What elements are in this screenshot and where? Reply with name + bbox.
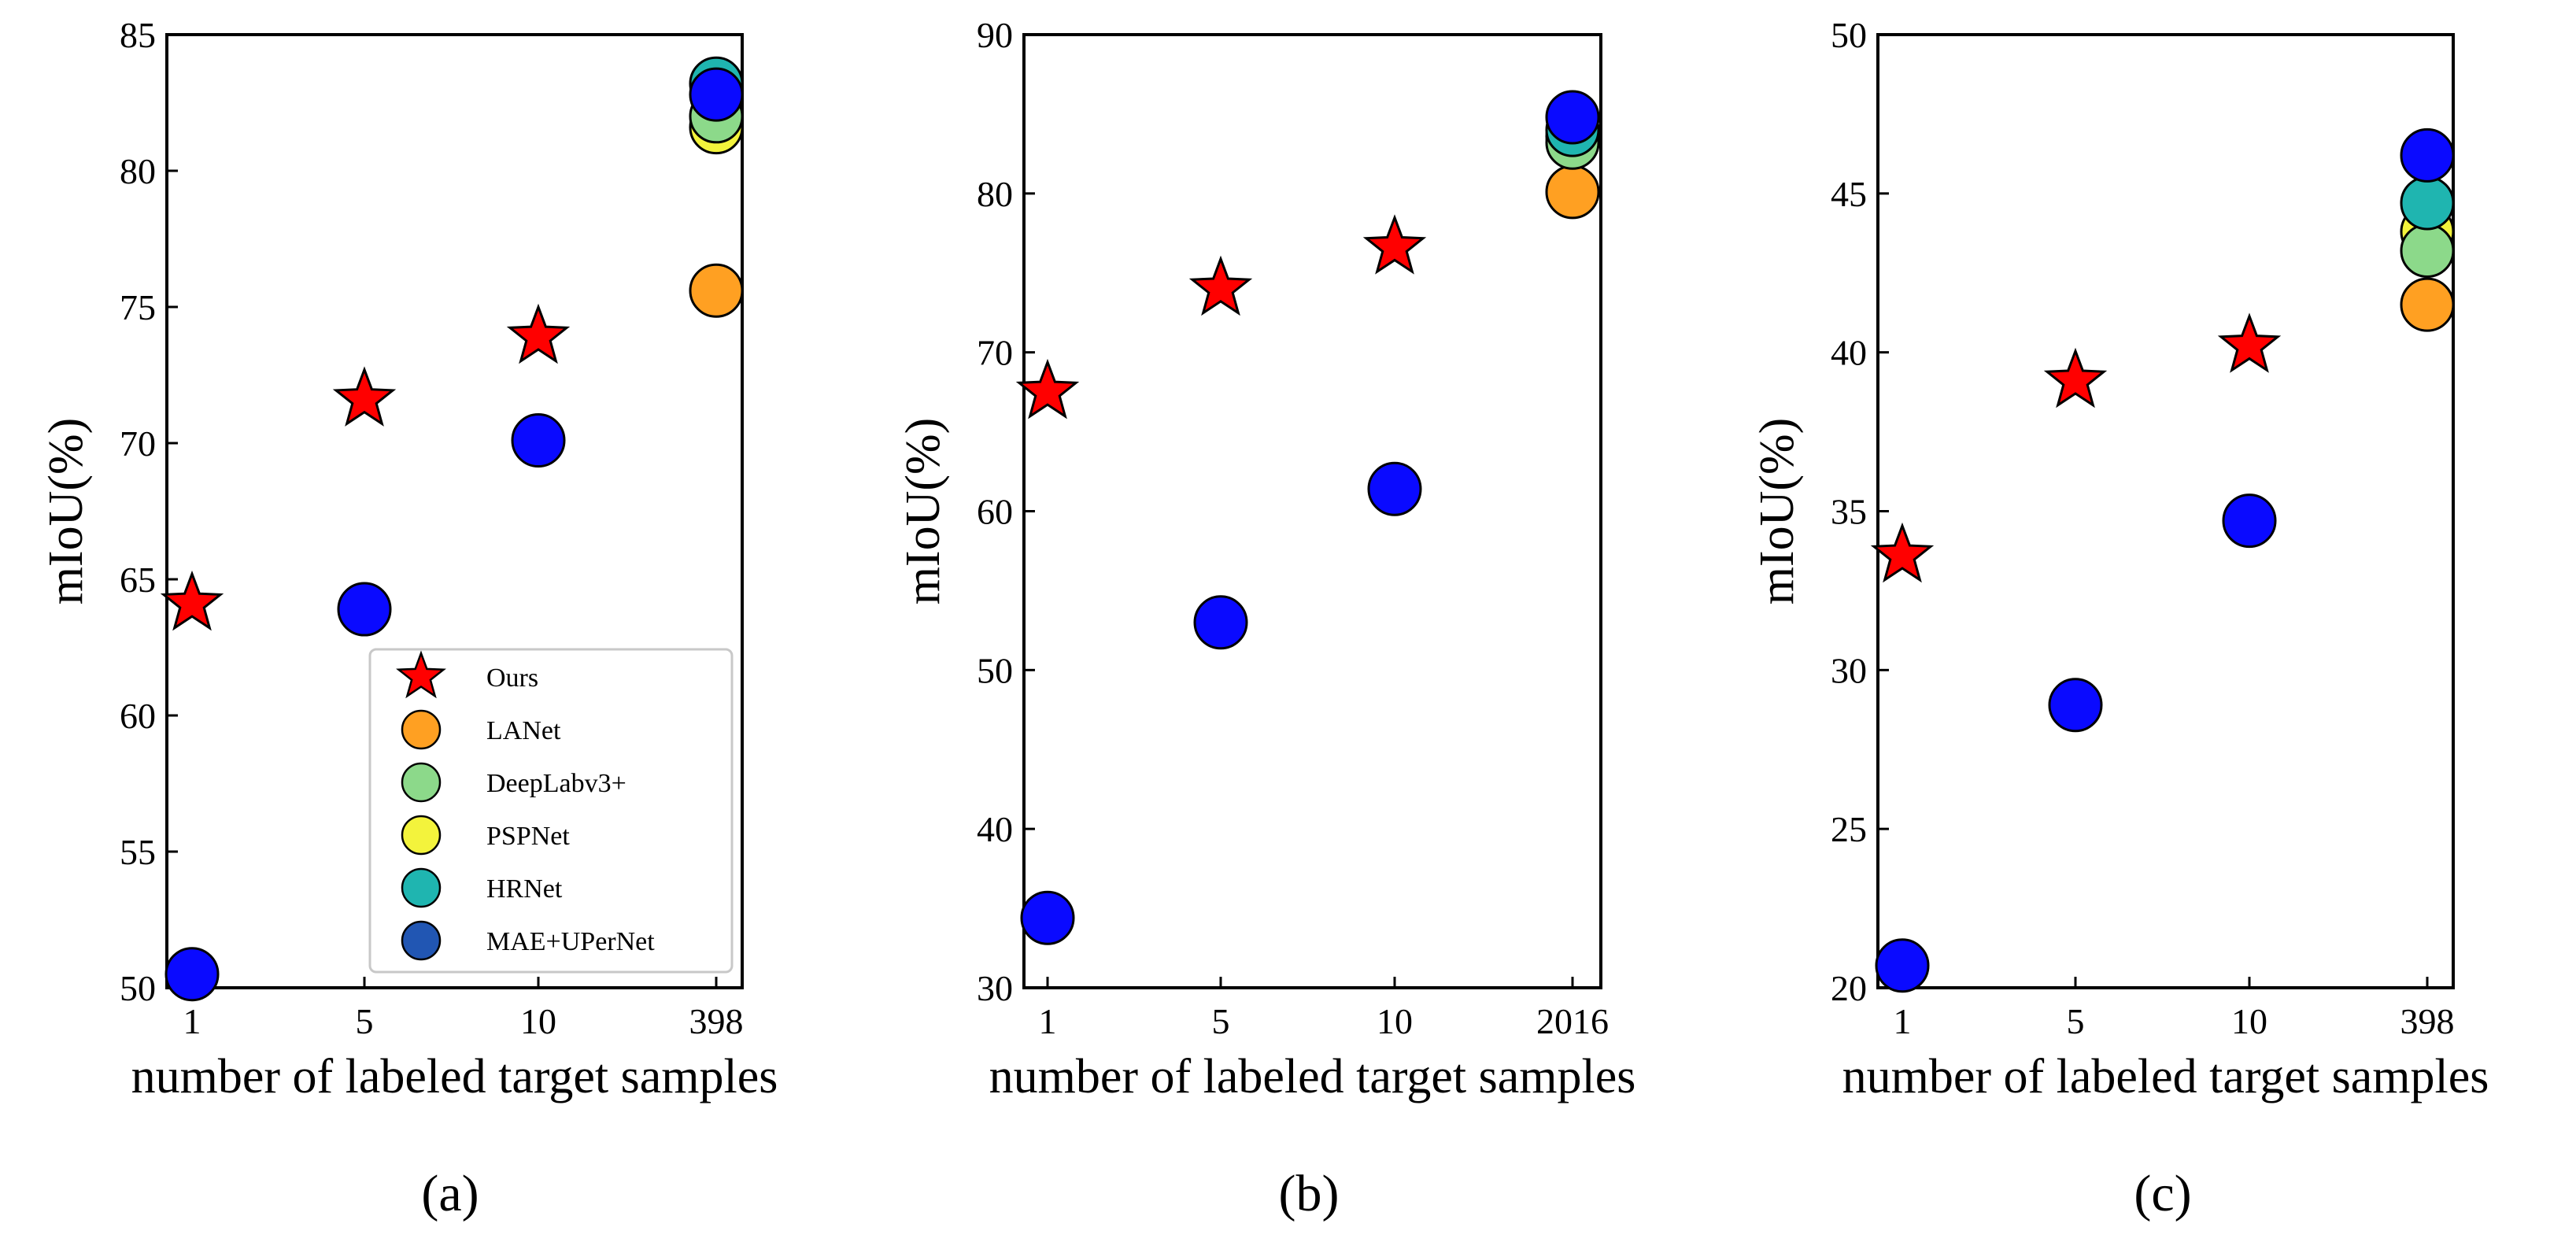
legend-marker-lanet [401,709,442,750]
x-tick-label: 10 [1377,1001,1413,1041]
legend-marker-mae-upernet [401,920,442,961]
y-tick-label: 50 [120,968,156,1008]
legend: Ours LANet DeepLabv3+ PSPNet HRNet MAE+UPerNe… [368,648,734,974]
y-tick-label: 45 [1831,174,1867,214]
point-mae-upernet-10 [2222,493,2277,549]
point-mae-upernet-5 [2048,678,2103,733]
legend-label-pspnet: PSPNet [486,822,570,851]
y-tick-label: 65 [120,560,156,600]
legend-marker-pspnet [401,815,442,856]
point-lanet-398 [689,263,744,318]
x-tick-label: 1 [1894,1001,1912,1041]
y-tick-label: 80 [977,174,1013,214]
x-tick-label: 1 [1039,1001,1057,1041]
x-tick-label: 2016 [1536,1001,1609,1041]
point-ours-10 [1362,214,1427,275]
point-mae-upernet-2016 [1545,90,1600,145]
legend-label-mae-upernet: MAE+UPerNet [486,927,655,956]
y-axis-label: mIoU(%) [896,418,950,605]
point-deeplabv3-398 [2400,223,2455,278]
point-ours-1 [1015,358,1080,420]
y-tick-label: 30 [1831,650,1867,690]
y-tick-label: 20 [1831,968,1867,1008]
x-tick-label: 5 [1212,1001,1230,1041]
point-ours-10 [506,303,571,364]
x-tick-label: 398 [689,1001,744,1041]
y-tick-label: 50 [1831,15,1867,55]
point-ours-5 [2043,347,2108,408]
axes-frame [1876,33,2455,989]
panel-a: 50 55 60 65 70 75 80 85 1 5 10 398 number of labeled… [39,15,778,1222]
x-axis-label: number of labeled target samples [989,1050,1636,1103]
point-ours-5 [1188,255,1253,316]
x-tick-label: 5 [2067,1001,2085,1041]
y-tick-label: 25 [1831,809,1867,849]
point-ours-5 [332,366,397,427]
legend-marker-ours [396,650,446,699]
panel-caption: (c) [2134,1165,2191,1222]
point-mae-upernet-5 [337,582,392,637]
y-tick-label: 60 [120,696,156,736]
legend-marker-hrnet [401,867,442,908]
y-tick-label: 40 [1831,333,1867,373]
y-tick-label: 60 [977,492,1013,532]
x-tick-label: 398 [2400,1001,2455,1041]
x-tick-label: 1 [183,1001,201,1041]
legend-label-hrnet: HRNet [486,874,563,904]
point-mae-upernet-1 [164,947,220,1002]
point-lanet-398 [2400,277,2455,332]
y-axis-label: mIoU(%) [1750,418,1804,605]
point-mae-upernet-1 [1875,938,1930,993]
y-tick-label: 50 [977,650,1013,690]
y-tick-label: 90 [977,15,1013,55]
y-tick-label: 70 [120,423,156,464]
legend-label-deeplabv3: DeepLabv3+ [486,769,626,798]
point-mae-upernet-1 [1020,890,1075,945]
y-tick-label: 85 [120,15,156,55]
panel-c: 20 25 30 35 40 45 50 1 5 10 398 number of labeled t… [1750,15,2489,1222]
axes-frame [165,33,744,989]
y-tick-label: 35 [1831,492,1867,532]
point-mae-upernet-5 [1193,595,1248,650]
axes-frame [1022,33,1602,989]
point-mae-upernet-10 [511,413,566,468]
point-lanet-2016 [1545,164,1600,220]
y-tick-label: 30 [977,968,1013,1008]
panel-caption: (b) [1279,1165,1340,1222]
point-hrnet-398 [2400,176,2455,231]
point-mae-upernet-398 [2400,128,2455,183]
y-tick-label: 75 [120,287,156,327]
point-mae-upernet-10 [1367,461,1422,516]
x-tick-label: 10 [2231,1001,2267,1041]
y-tick-label: 70 [977,333,1013,373]
legend-marker-deeplabv3 [401,762,442,803]
x-axis-label: number of labeled target samples [131,1050,778,1103]
legend-label-lanet: LANet [486,716,561,745]
legend-box [368,648,734,974]
point-ours-10 [2217,312,2282,373]
point-ours-1 [1870,522,1935,583]
panel-caption: (a) [421,1165,479,1222]
point-mae-upernet-398 [689,67,744,122]
y-tick-label: 55 [120,832,156,872]
x-tick-label: 5 [356,1001,374,1041]
x-axis-label: number of labeled target samples [1842,1050,2489,1103]
panel-b: 30 40 50 60 70 80 90 1 5 10 2016 number of labeled … [896,15,1635,1222]
legend-label-ours: Ours [486,664,538,693]
y-tick-label: 40 [977,809,1013,849]
point-ours-1 [160,570,224,631]
y-axis-label: mIoU(%) [39,418,93,605]
x-tick-label: 10 [520,1001,556,1041]
y-tick-label: 80 [120,151,156,191]
